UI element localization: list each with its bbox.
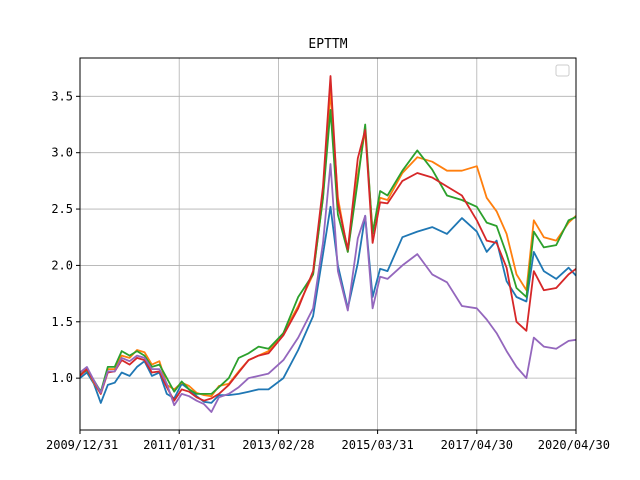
series-line-5	[79, 163, 577, 413]
series-line-4	[79, 75, 577, 402]
series-line-3	[79, 109, 577, 395]
y-tick-label: 1.5	[51, 315, 73, 329]
x-tick-label: 2011/01/31	[143, 438, 215, 452]
x-tick-label: 2020/04/30	[538, 438, 610, 452]
series-line-1	[79, 205, 577, 404]
y-tick-label: 2.0	[51, 258, 73, 272]
y-tick-label: 3.0	[51, 146, 73, 160]
x-tick-label: 2017/04/30	[441, 438, 513, 452]
x-tick-label: 2015/03/31	[341, 438, 413, 452]
tick-labels: 1.0 1.5 2.0 2.5 3.0 3.5 2009/12/31 2011/01/31 20…	[46, 89, 610, 452]
y-tick-label: 3.5	[51, 89, 73, 103]
y-tick-label: 1.0	[51, 371, 73, 385]
x-tick-label: 2009/12/31	[46, 438, 118, 452]
chart-title: EPTTM	[308, 37, 347, 52]
plot-frame	[79, 57, 577, 431]
y-tick-label: 2.5	[51, 202, 73, 216]
series-group	[79, 75, 577, 413]
legend-box	[555, 64, 570, 77]
x-tick-label: 2013/02/28	[242, 438, 314, 452]
